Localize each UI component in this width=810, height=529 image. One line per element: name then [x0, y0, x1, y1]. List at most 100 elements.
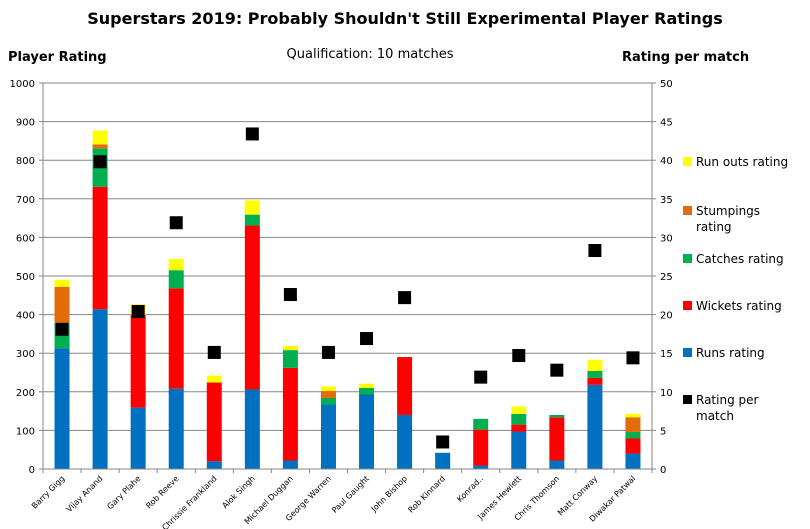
bar-segment-runs-rating — [130, 407, 146, 469]
bar-segment-catches-rating — [359, 387, 375, 395]
bar-segment-run-outs-rating — [282, 345, 298, 351]
bar-segment-wickets-rating — [473, 429, 489, 466]
chart-subtitle: Qualification: 10 matches — [287, 47, 454, 62]
legend-item: Rating per match — [683, 393, 759, 423]
rating-per-match-marker — [436, 435, 450, 449]
bar-segment-run-outs-rating — [244, 200, 260, 215]
y-tick-label: 900 — [16, 118, 35, 129]
bar-segment-wickets-rating — [625, 438, 641, 454]
bar-segment-runs-rating — [54, 348, 70, 469]
bar-segment-runs-rating — [587, 384, 603, 469]
bar-segment-runs-rating — [282, 460, 298, 469]
y2-tick-label: 10 — [660, 388, 673, 399]
y-axis-title: Player Rating — [8, 50, 107, 65]
bars — [54, 130, 641, 469]
y-tick-label: 800 — [16, 156, 35, 167]
rating-per-match-marker — [360, 332, 374, 346]
legend: Run outs rating Stumpings rating Catches ra… — [683, 155, 788, 423]
y-tick-label: 500 — [16, 272, 35, 283]
bar-segment-runs-rating — [92, 309, 108, 469]
bar-segment-runs-rating — [320, 404, 336, 469]
x-category-label: Rob Kinnard — [406, 474, 447, 515]
bar-segment-catches-rating — [549, 414, 565, 418]
y2-tick-label: 45 — [660, 118, 673, 129]
rating-per-match-marker — [321, 345, 335, 359]
rating-per-match-markers — [55, 127, 640, 449]
legend-label-line: Rating per — [696, 393, 759, 407]
bar-segment-run-outs-rating — [92, 130, 108, 145]
y-tick-label: 100 — [16, 426, 35, 437]
bar-segment-runs-rating — [206, 461, 222, 469]
bar-segment-run-outs-rating — [587, 359, 603, 371]
y2-tick-label: 30 — [660, 233, 673, 244]
legend-swatch — [683, 395, 692, 404]
rating-per-match-marker — [283, 288, 297, 302]
y2-tick-label: 15 — [660, 349, 673, 360]
bar-segment-catches-rating — [625, 431, 641, 439]
rating-per-match-marker — [93, 155, 107, 169]
bar-segment-catches-rating — [320, 397, 336, 405]
bar-segment-runs-rating — [244, 389, 260, 469]
y2-tick-label: 50 — [660, 79, 673, 90]
legend-swatch — [683, 206, 692, 215]
bar-segment-runs-rating — [625, 453, 641, 469]
bar-segment-wickets-rating — [587, 377, 603, 385]
legend-label: Runs rating — [696, 346, 765, 360]
y-tick-label: 0 — [29, 465, 35, 476]
axes: 0 100 200 300 400 500 600 700 800 900 1000 0 5 10 15 20… — [10, 79, 673, 529]
rating-per-match-marker — [474, 370, 488, 384]
bar-segment-wickets-rating — [206, 382, 222, 462]
bar-segment-runs-rating — [549, 460, 565, 469]
y2-tick-label: 35 — [660, 195, 673, 206]
legend-item: Catches rating — [683, 252, 784, 266]
y-tick-label: 200 — [16, 388, 35, 399]
y2-tick-label: 0 — [660, 465, 666, 476]
legend-item: Stumpings rating — [683, 204, 760, 234]
bar-segment-run-outs-rating — [206, 375, 222, 383]
y2-tick-label: 5 — [660, 426, 666, 437]
legend-label: Wickets rating — [696, 299, 782, 313]
legend-swatch — [683, 254, 692, 263]
bar-segment-stumpings-rating — [54, 286, 70, 323]
rating-per-match-marker — [512, 349, 526, 363]
bar-segment-run-outs-rating — [511, 406, 527, 414]
bar-segment-runs-rating — [168, 388, 184, 469]
legend-label-line: match — [696, 409, 734, 423]
y-tick-label: 600 — [16, 233, 35, 244]
legend-label: Stumpings rating — [696, 204, 760, 234]
y-tick-label: 700 — [16, 195, 35, 206]
bar-segment-run-outs-rating — [359, 383, 375, 388]
legend-label: Rating per match — [696, 393, 759, 423]
bar-segment-stumpings-rating — [92, 144, 108, 149]
legend-item: Wickets rating — [683, 299, 782, 313]
rating-per-match-marker — [245, 127, 259, 141]
bar-segment-runs-rating — [473, 465, 489, 469]
x-category-label: Rob Reeve — [144, 474, 180, 510]
x-category-label: Alok Singh — [220, 474, 256, 510]
x-category-label: Barry Gigg — [30, 474, 67, 511]
rating-per-match-marker — [207, 345, 221, 359]
bar-segment-wickets-rating — [130, 314, 146, 408]
rating-per-match-marker — [588, 244, 602, 258]
bar-segment-wickets-rating — [397, 357, 413, 415]
rating-per-match-marker — [55, 322, 69, 336]
y2-tick-label: 40 — [660, 156, 673, 167]
bar-segment-run-outs-rating — [54, 279, 70, 287]
legend-item: Run outs rating — [683, 155, 788, 169]
x-category-label: John Bishop — [369, 474, 409, 514]
y-tick-label: 1000 — [10, 79, 35, 90]
rating-per-match-marker — [169, 216, 183, 230]
legend-swatch — [683, 157, 692, 166]
rating-per-match-marker — [550, 363, 564, 377]
bar-segment-catches-rating — [511, 413, 527, 425]
legend-item: Runs rating — [683, 346, 765, 360]
legend-label-line: Stumpings — [696, 204, 760, 218]
bar-segment-catches-rating — [473, 418, 489, 430]
legend-swatch — [683, 348, 692, 357]
bar-segment-wickets-rating — [92, 186, 108, 310]
y2-axis-title: Rating per match — [622, 50, 749, 65]
x-category-label: Paul Gaught — [330, 474, 371, 515]
y2-tick-label: 25 — [660, 272, 673, 283]
bar-segment-stumpings-rating — [625, 417, 641, 432]
